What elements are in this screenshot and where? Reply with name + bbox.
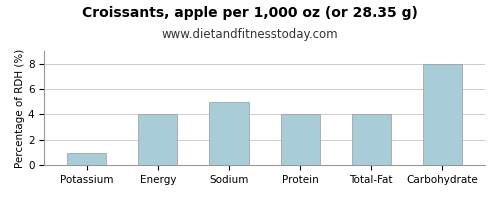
Bar — [280, 114, 320, 165]
Bar — [352, 114, 391, 165]
Bar — [138, 114, 177, 165]
Bar — [210, 102, 248, 165]
Text: www.dietandfitnesstoday.com: www.dietandfitnesstoday.com — [162, 28, 338, 41]
Bar — [67, 153, 106, 165]
Bar — [423, 64, 462, 165]
Text: Croissants, apple per 1,000 oz (or 28.35 g): Croissants, apple per 1,000 oz (or 28.35… — [82, 6, 418, 20]
Y-axis label: Percentage of RDH (%): Percentage of RDH (%) — [15, 49, 25, 168]
